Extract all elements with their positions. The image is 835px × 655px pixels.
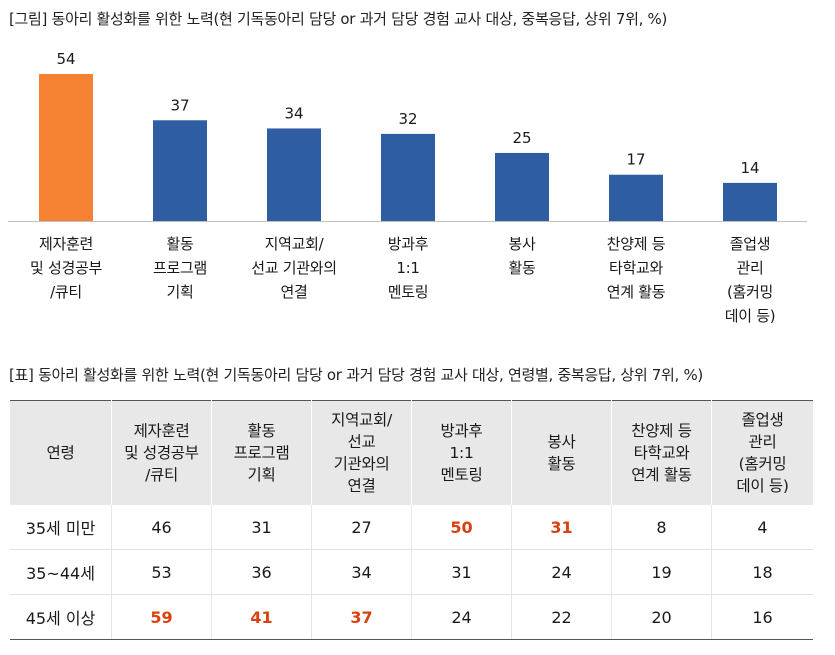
table-row: 35~44세 53 36 34 31 24 19 18 [10,549,813,595]
header-col-5: 봉사 활동 [511,400,612,505]
row-label: 45세 이상 [10,594,112,640]
table-cell: 22 [511,594,612,640]
header-age: 연령 [10,400,112,505]
table-cell: 20 [611,594,712,640]
header-col-3: 지역교회/ 선교 기관와의 연결 [311,400,412,505]
bar-4 [381,133,435,221]
header-col-2: 활동 프로그램 기획 [211,400,312,505]
category-label-4: 방과후 1:1 멘토링 [387,235,429,301]
table-cell: 34 [311,549,412,595]
table-cell: 37 [311,594,412,640]
bar-value-label-1: 54 [56,50,75,68]
bar-value-label-4: 32 [398,110,417,128]
bar-chart: 54 37 34 32 25 17 14 [8,50,807,222]
row-label: 35~44세 [10,549,112,595]
header-col-7: 졸업생 관리 (홈커밍 데이 등) [711,400,813,505]
table-cell: 59 [111,594,212,640]
table-cell: 53 [111,549,212,595]
table-cell: 46 [111,505,212,550]
bar-3 [267,128,321,221]
bar-value-label-3: 34 [284,104,303,122]
table-cell: 19 [611,549,712,595]
row-label: 35세 미만 [10,505,112,550]
bar-value-label-5: 25 [512,129,531,147]
bar-1 [39,74,93,221]
table-body: 35세 미만 46 31 27 50 31 8 4 35~44세 53 36 34 31 24 19 18 45… [10,505,813,640]
header-col-4: 방과후 1:1 멘토링 [411,400,512,505]
header-col-6: 찬양제 등 타학교와 연계 활동 [611,400,712,505]
bar-5 [495,152,549,221]
table-cell: 24 [411,594,512,640]
bar-value-label-6: 17 [626,151,645,169]
table-cell: 31 [511,505,612,550]
bar-value-label-2: 37 [170,96,189,114]
table-row: 35세 미만 46 31 27 50 31 8 4 [10,505,813,550]
age-breakdown-table: 연령 제자훈련 및 성경공부 /큐티 활동 프로그램 기획 지역교회/ 선교 기관와의… [10,400,813,640]
bar-2 [153,120,207,221]
category-label-2: 활동 프로그램 기획 [152,235,207,301]
table-cell: 50 [411,505,512,550]
table-cell: 31 [211,505,312,550]
table-cell: 24 [511,549,612,595]
table-cell: 16 [711,594,813,640]
bar-value-label-7: 14 [740,159,759,177]
category-label-1: 제자훈련 및 성경공부 /큐티 [30,235,102,301]
table-header-row: 연령 제자훈련 및 성경공부 /큐티 활동 프로그램 기획 지역교회/ 선교 기관와의… [10,400,813,505]
table-cell: 41 [211,594,312,640]
table-cell: 18 [711,549,813,595]
table-cell: 4 [711,505,813,550]
table-caption: [표] 동아리 활성화를 위한 노력(현 기독동아리 담당 or 과거 담당 경… [9,366,703,384]
table-row: 45세 이상 59 41 37 24 22 20 16 [10,594,813,640]
bar-6 [609,174,663,221]
header-col-1: 제자훈련 및 성경공부 /큐티 [111,400,212,505]
category-label-6: 찬양제 등 타학교와 연계 활동 [606,235,666,301]
bar-7 [723,182,777,221]
figure-caption: [그림] 동아리 활성화를 위한 노력(현 기독동아리 담당 or 과거 담당 … [9,10,668,28]
table-cell: 36 [211,549,312,595]
table-cell: 8 [611,505,712,550]
category-label-7: 졸업생 관리 (홈커밍 데이 등) [724,235,776,325]
table-cell: 31 [411,549,512,595]
category-label-5: 봉사 활동 [508,235,536,277]
table-cell: 27 [311,505,412,550]
category-label-3: 지역교회/ 선교 기관와의 연결 [251,235,337,301]
